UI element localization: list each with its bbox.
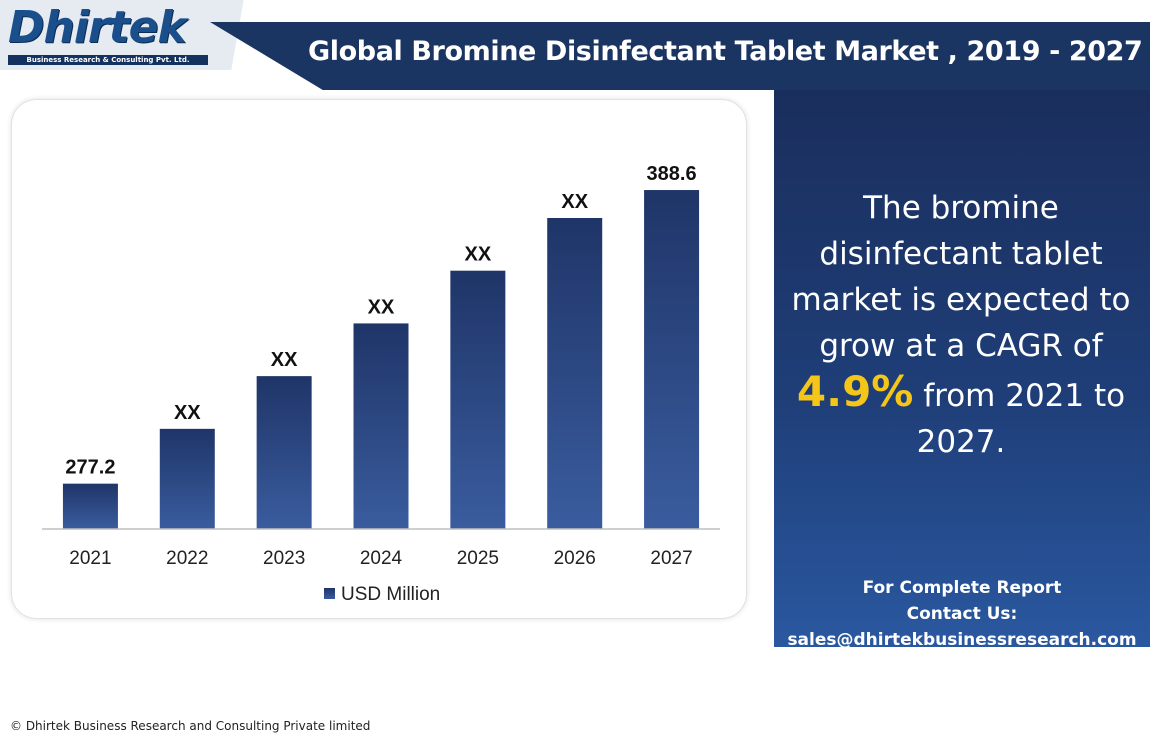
contact-email[interactable]: sales@dhirtekbusinessresearch.com	[787, 630, 1137, 650]
data-label-2023: XX	[271, 349, 298, 371]
x-tick-2025: 2025	[457, 548, 499, 569]
bar-2021	[62, 483, 118, 529]
statement-text-end: from 2021 to 2027.	[916, 378, 1126, 460]
data-label-2024: XX	[368, 296, 395, 318]
logo-text: Dhirtek	[8, 2, 187, 53]
bar-2025	[450, 270, 506, 529]
legend: USD Million	[324, 584, 440, 605]
x-tick-2021: 2021	[69, 548, 111, 569]
bar-2022	[159, 428, 215, 529]
bar-chart: 277.2 XX XX XX XX XX 388.6 2021 2022 2023 2024 202…	[42, 163, 720, 605]
cagr-value: 4.9%	[796, 367, 914, 416]
header: Dhirtek Business Research & Consulting P…	[0, 0, 1150, 90]
contact-block: For Complete Report Contact Us: sales@dh…	[774, 575, 1150, 653]
data-label-2027: 388.6	[647, 163, 697, 185]
x-tick-2022: 2022	[166, 548, 208, 569]
logo-tagline: Business Research & Consulting Pvt. Ltd.	[8, 55, 208, 65]
info-panel	[774, 90, 1150, 647]
chart-card: 277.2 XX XX XX XX XX 388.6 2021 2022 2023 2024 202…	[12, 100, 746, 618]
statement-text: The bromine disinfectant tablet market i…	[791, 190, 1131, 364]
copyright-text: © Dhirtek Business Research and Consulti…	[10, 719, 371, 733]
legend-label: USD Million	[341, 584, 440, 605]
legend-swatch	[324, 588, 335, 599]
bar-2024	[353, 323, 409, 529]
bar-2026	[547, 217, 603, 529]
x-tick-2023: 2023	[263, 548, 305, 569]
contact-line-2: Contact Us:	[906, 604, 1018, 624]
x-tick-2026: 2026	[554, 548, 596, 569]
x-tick-2027: 2027	[650, 548, 692, 569]
page-title: Global Bromine Disinfectant Tablet Marke…	[308, 36, 1143, 67]
cagr-statement: The bromine disinfectant tablet market i…	[790, 185, 1132, 465]
data-label-2025: XX	[465, 244, 492, 266]
bar-2027	[644, 190, 700, 529]
chart-area: 277.2 XX XX XX XX XX 388.6 2021 2022 2023 2024 202…	[0, 90, 774, 733]
x-tick-2024: 2024	[360, 548, 403, 569]
bar-2023	[256, 376, 312, 529]
contact-line-1: For Complete Report	[862, 578, 1062, 598]
title-banner	[210, 22, 1150, 90]
data-label-2021: 277.2	[65, 457, 115, 479]
data-label-2022: XX	[174, 402, 201, 424]
data-label-2026: XX	[561, 191, 588, 213]
